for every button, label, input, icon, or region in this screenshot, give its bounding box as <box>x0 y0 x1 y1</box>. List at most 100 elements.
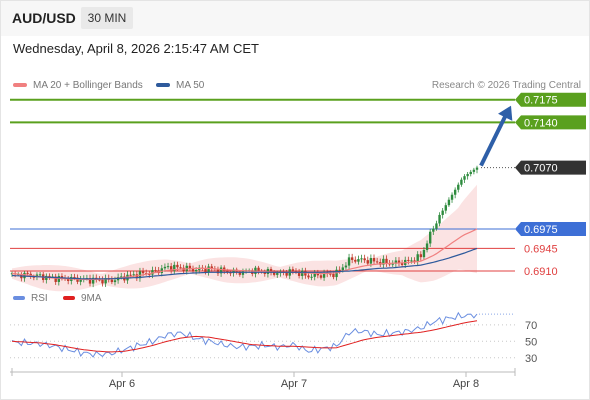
timestamp: Wednesday, April 8, 2026 2:15:47 AM CET <box>13 41 259 56</box>
support-level-label: 0.6945 <box>524 243 558 255</box>
candle-body <box>232 269 235 274</box>
candle-body <box>363 258 366 261</box>
rsi-tick-label: 70 <box>525 320 537 332</box>
candle-body <box>163 266 167 269</box>
candle-body <box>400 263 404 265</box>
candle-body <box>447 199 451 206</box>
candle-body <box>369 258 373 264</box>
candle-body <box>154 270 157 272</box>
candle-body <box>66 279 70 281</box>
x-tick-label: Apr 7 <box>281 378 307 390</box>
candle-body <box>294 270 298 272</box>
candle-body <box>73 276 76 278</box>
candle-body <box>276 273 279 275</box>
candle-body <box>113 280 117 283</box>
timeframe-badge[interactable]: 30 MIN <box>81 7 133 29</box>
candle-body <box>141 271 145 274</box>
candle-body <box>210 266 213 269</box>
candle-body <box>166 266 170 268</box>
candle-body <box>463 176 466 180</box>
candle-body <box>204 268 207 273</box>
forecast-arrow-head <box>498 105 513 121</box>
candle-body <box>372 258 376 262</box>
candle-body <box>357 259 360 262</box>
candle-body <box>297 271 301 276</box>
candle-body <box>188 265 192 269</box>
rsi-label: RSI <box>31 293 48 304</box>
ma50-line <box>11 247 478 280</box>
candle-body <box>407 259 410 261</box>
candle-body <box>98 279 101 281</box>
candle-body <box>419 254 423 258</box>
candle-body <box>291 269 295 271</box>
candle-body <box>176 264 179 268</box>
candle-body <box>332 274 335 278</box>
candle-body <box>310 276 313 278</box>
candle-body <box>435 223 438 229</box>
candle-body <box>173 264 176 272</box>
candle-body <box>238 271 242 275</box>
candle-body <box>416 254 419 262</box>
candle-body <box>132 274 135 276</box>
research-credit: Research © 2026 Trading Central <box>431 80 581 91</box>
candle-body <box>385 258 388 264</box>
candle-body <box>169 266 173 272</box>
candle-body <box>444 205 447 211</box>
candle-body <box>375 261 379 263</box>
ma20-label: MA 20 + Bollinger Bands <box>33 80 143 91</box>
candle-body <box>91 277 95 284</box>
legend-ma50: MA 50 <box>156 80 204 91</box>
candle-body <box>179 267 182 269</box>
candle-body <box>350 257 354 260</box>
candle-body <box>432 228 435 232</box>
candle-body <box>316 273 320 276</box>
candle-body <box>60 276 64 278</box>
candle-body <box>35 274 39 277</box>
candle-body <box>160 268 163 273</box>
candle-body <box>322 273 326 278</box>
candle-body <box>48 275 51 277</box>
candle-body <box>38 274 42 276</box>
resistance-level-tag <box>515 92 586 107</box>
candle-body <box>285 272 288 276</box>
candle-body <box>472 169 476 172</box>
candle-body <box>425 243 429 250</box>
candle-body <box>428 231 432 244</box>
candle-body <box>257 267 260 271</box>
candle-body <box>347 257 351 266</box>
candle-body <box>397 260 401 264</box>
bollinger-band <box>12 184 477 292</box>
x-tick-label: Apr 6 <box>109 378 135 390</box>
candle-body <box>453 189 457 195</box>
rsi-tick-label: 30 <box>525 353 537 365</box>
candle-body <box>466 174 469 177</box>
candle-body <box>313 273 316 277</box>
candle-body <box>341 267 345 271</box>
candle-body <box>410 260 413 262</box>
candle-body <box>335 269 338 278</box>
candle-body <box>475 167 479 170</box>
candle-body <box>391 263 394 265</box>
candle-body <box>382 258 385 265</box>
candle-body <box>272 272 276 275</box>
candle-body <box>101 279 104 284</box>
resistance-level-label: 0.7175 <box>524 95 558 107</box>
candle-body <box>207 266 210 273</box>
candle-body <box>329 273 332 275</box>
candle-body <box>344 265 348 268</box>
candle-body <box>354 259 357 262</box>
candle-body <box>422 249 426 258</box>
candle-body <box>360 258 363 260</box>
candle-body <box>366 260 369 264</box>
candle-body <box>307 275 310 278</box>
candle-body <box>338 269 341 271</box>
candle-body <box>469 171 472 175</box>
candle-body <box>54 276 57 282</box>
candle-body <box>104 278 107 284</box>
candle-body <box>26 272 29 274</box>
ma50-label: MA 50 <box>176 80 205 91</box>
candle-body <box>148 273 151 275</box>
rsi-ma-label: 9MA <box>81 293 102 304</box>
candle-body <box>319 275 323 278</box>
